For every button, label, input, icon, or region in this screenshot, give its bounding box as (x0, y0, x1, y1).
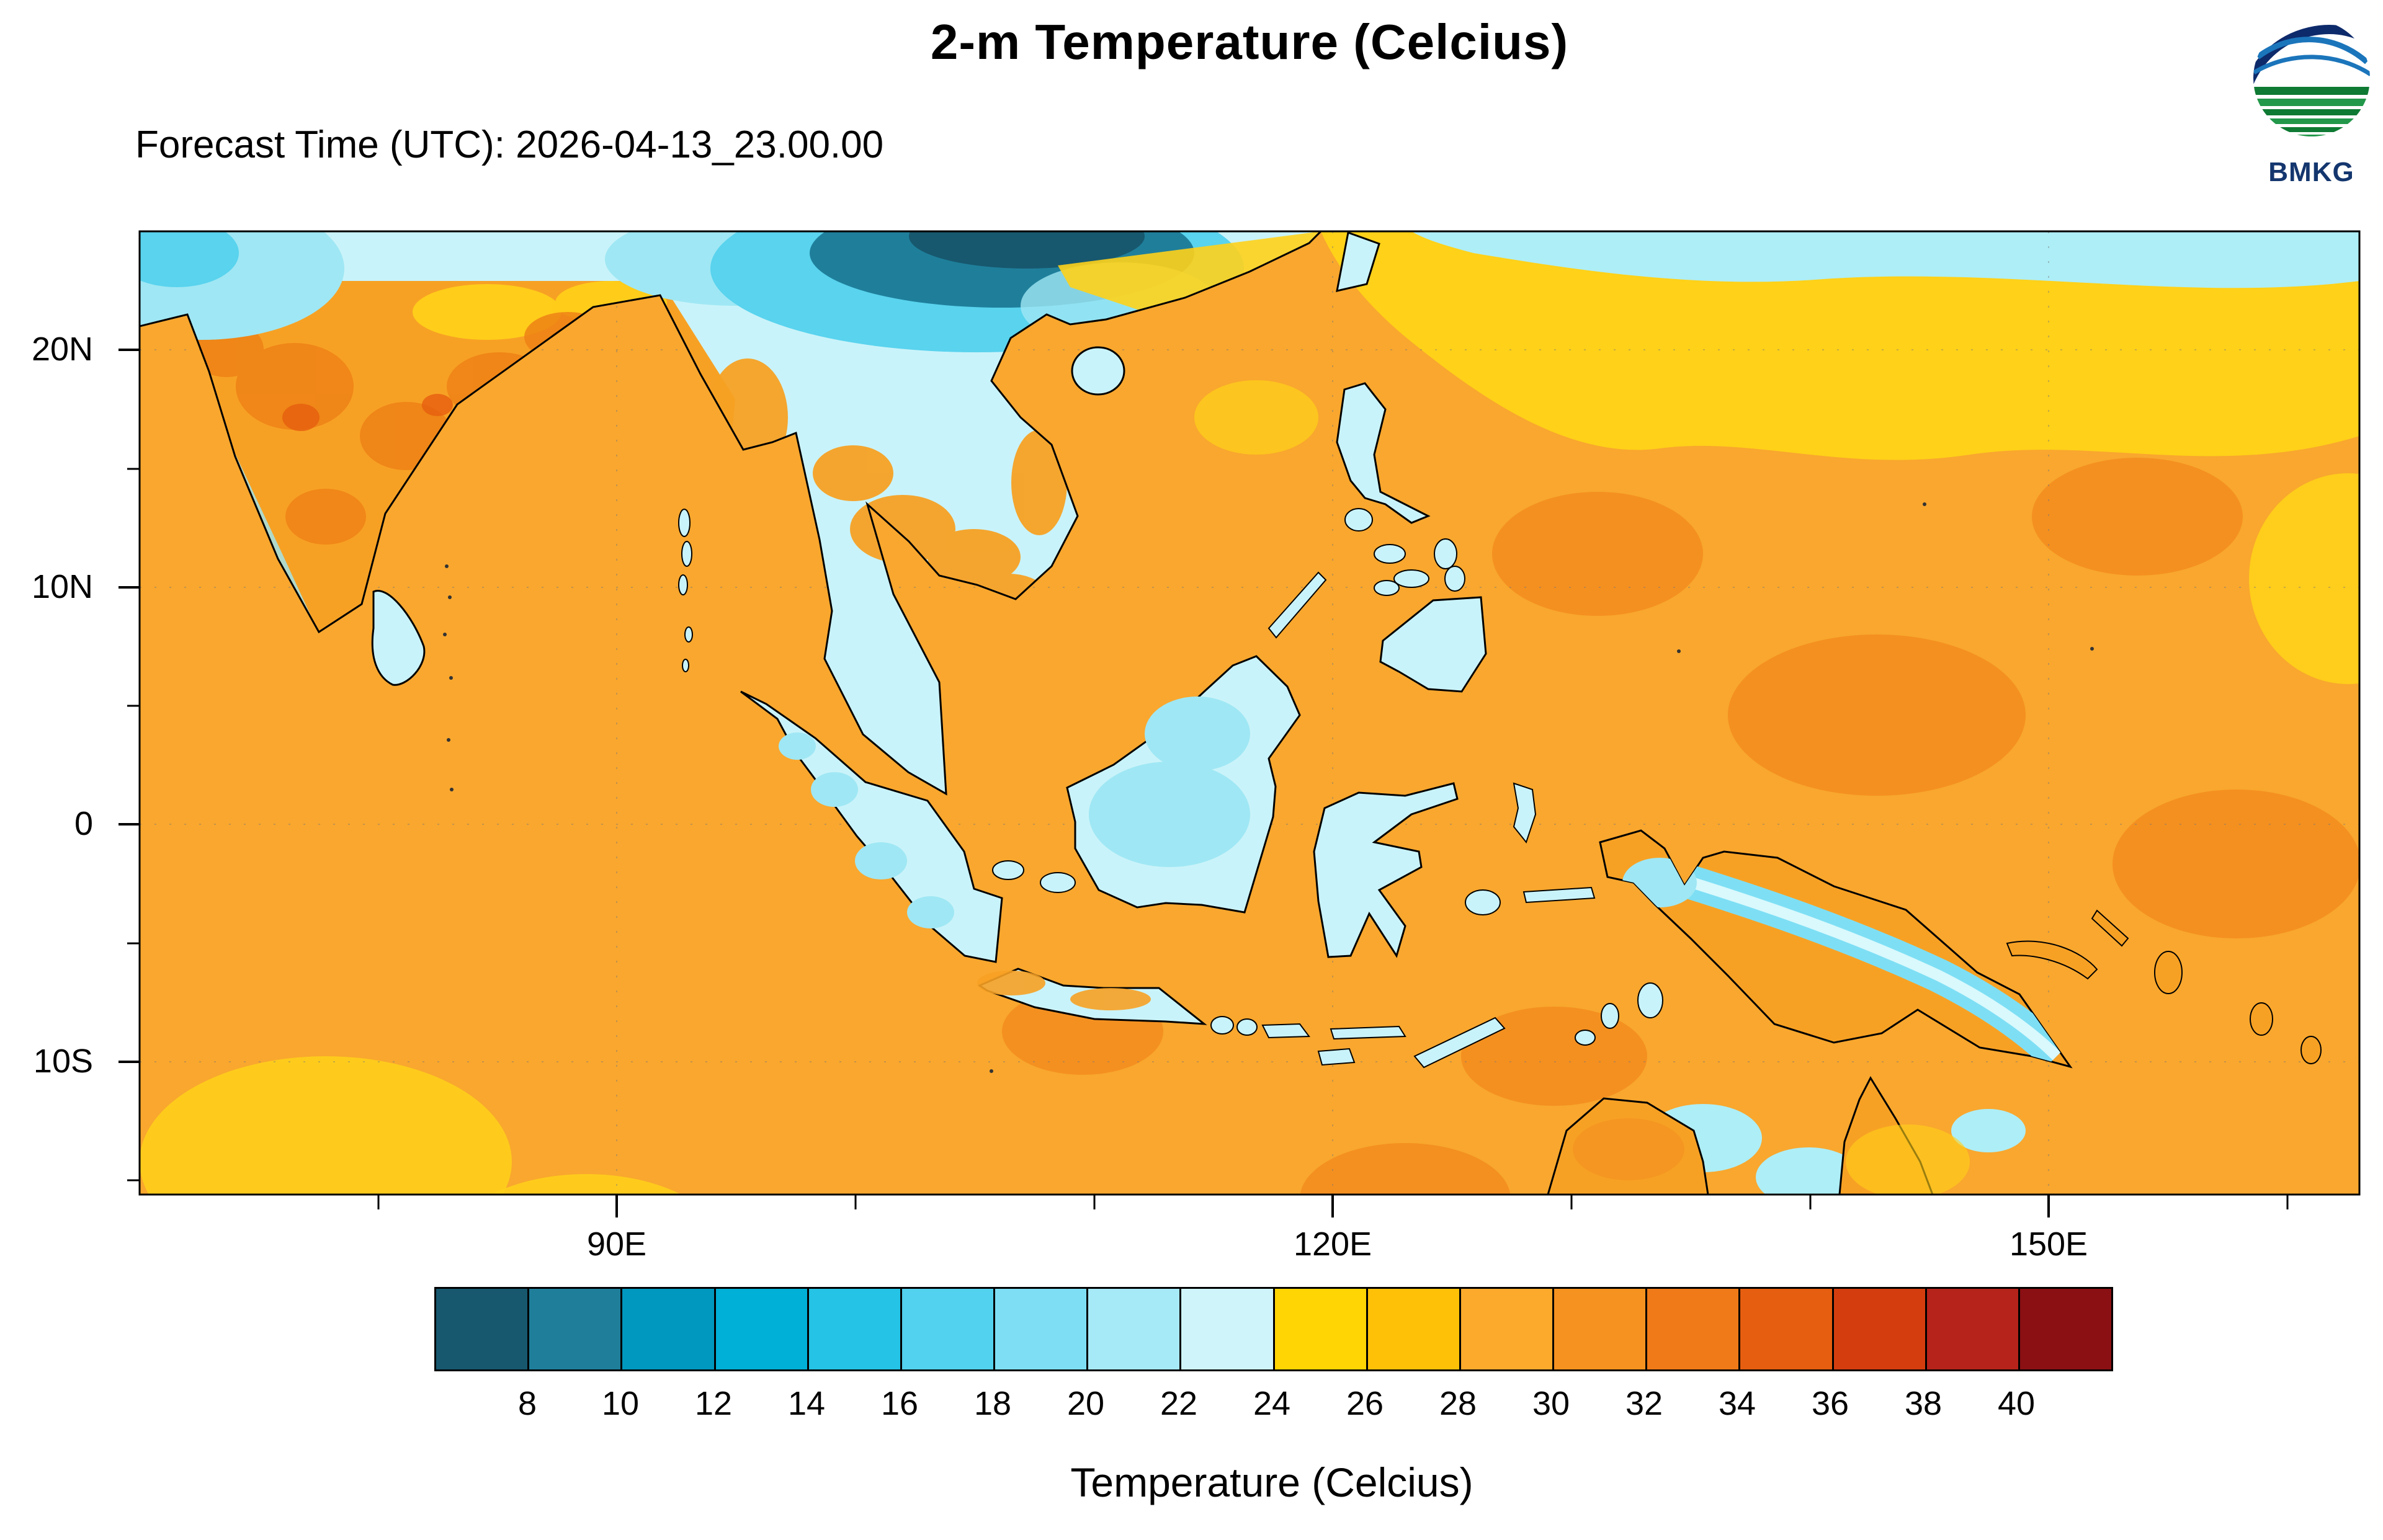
warm-anomaly-patches (1002, 458, 2359, 1195)
island-mindanao (1379, 596, 1487, 693)
aru-kai-tanimbar (1575, 982, 1663, 1046)
island-mindoro (1344, 508, 1373, 532)
philippines (1268, 382, 1487, 693)
colorbar-cell (1460, 1289, 1555, 1369)
colorbar-tick-label: 28 (1439, 1385, 1477, 1422)
island-buru (1465, 889, 1501, 915)
colorbar-cell (1554, 1289, 1648, 1369)
colorbar-cell (622, 1289, 716, 1369)
colorbar-tick-label: 18 (973, 1385, 1012, 1422)
colorbar-cell (2019, 1289, 2112, 1369)
colorbar-tick-label: 8 (517, 1385, 537, 1422)
colorbar-cell (1647, 1289, 1741, 1369)
colorbar-tick-label: 24 (1253, 1385, 1291, 1422)
colorbar-title: Temperature (Celcius) (1070, 1459, 1473, 1505)
warm-yellow-ocean-patches (140, 231, 2359, 1195)
colorbar-tick-label: 16 (880, 1385, 919, 1422)
colorbar-cell (1833, 1289, 1927, 1369)
lesser-sunda-islands (1210, 1016, 1506, 1069)
colorbar-tick-label: 38 (1904, 1385, 1943, 1422)
colorbar-cell (995, 1289, 1089, 1369)
island-bangka (992, 860, 1024, 880)
colorbar-cell (529, 1289, 623, 1369)
island-luzon (1336, 382, 1431, 524)
colorbar-cell (1274, 1289, 1368, 1369)
bmkg-logo-label: BMKG (2268, 157, 2354, 187)
colorbar-cell (1367, 1289, 1461, 1369)
cool-north-pacific-strip (1411, 231, 2359, 288)
island-seram (1522, 886, 1596, 904)
colorbar-tick-label: 20 (1066, 1385, 1105, 1422)
colorbar-tick-label: 40 (1997, 1385, 2036, 1422)
island-sulawesi (1313, 782, 1459, 958)
moluccas (1465, 782, 1596, 915)
axis-ticks (118, 349, 2289, 1217)
y-tick-label-10s: 10S (33, 1043, 93, 1080)
colorbar-tick-label: 34 (1718, 1385, 1756, 1422)
colorbar-cell (1926, 1289, 2020, 1369)
x-tick-label-150e: 150E (2009, 1226, 2088, 1263)
colorbar-tick-label: 14 (787, 1385, 826, 1422)
colorbar-cell (808, 1289, 902, 1369)
page-title: 2-m Temperature (Celcius) (930, 14, 1569, 69)
island-belitung (1040, 872, 1076, 893)
bismarck-solomon-islands (2006, 909, 2322, 1064)
colorbar-tick-label: 32 (1625, 1385, 1663, 1422)
temperature-map (118, 230, 2361, 1217)
bmkg-logo: BMKG (2251, 9, 2372, 188)
forecast-time-label: Forecast Time (UTC): 2026-04-13_23.00.00 (135, 123, 884, 166)
colorbar-tick-label: 22 (1160, 1385, 1198, 1422)
bmkg-logo-icon (2253, 20, 2370, 136)
colorbar-tick-label: 26 (1346, 1385, 1384, 1422)
andaman-nicobar (678, 509, 693, 672)
small-island-specks (443, 502, 2094, 1073)
island-taiwan (1336, 231, 1380, 292)
y-tick-label-20n: 20N (31, 331, 93, 368)
colorbar-cell (1740, 1289, 1834, 1369)
colorbar-tick-labels: 8 10 12 14 16 18 20 22 24 26 28 30 32 34 36 38 40 (434, 1384, 2109, 1428)
colorbar-cell (901, 1289, 996, 1369)
colorbar-cell (1181, 1289, 1275, 1369)
island-sri-lanka (371, 589, 426, 686)
map-border (138, 230, 2361, 1196)
island-palawan (1268, 571, 1327, 639)
colorbar-cell (436, 1289, 530, 1369)
colorbar-tick-label: 10 (601, 1385, 640, 1422)
colorbar-tick-label: 36 (1811, 1385, 1849, 1422)
y-tick-label-0: 0 (74, 805, 93, 842)
colorbar-tick-label: 30 (1532, 1385, 1570, 1422)
x-tick-label-120e: 120E (1293, 1226, 1372, 1263)
temperature-colorbar (434, 1287, 2113, 1371)
colorbar-tick-label: 12 (694, 1385, 733, 1422)
colorbar-cell (1088, 1289, 1182, 1369)
x-tick-label-90e: 90E (586, 1226, 647, 1263)
island-hainan (1071, 346, 1125, 396)
y-tick-label-10n: 10N (31, 568, 93, 605)
island-halmahera (1513, 782, 1537, 844)
colorbar-cell (715, 1289, 809, 1369)
